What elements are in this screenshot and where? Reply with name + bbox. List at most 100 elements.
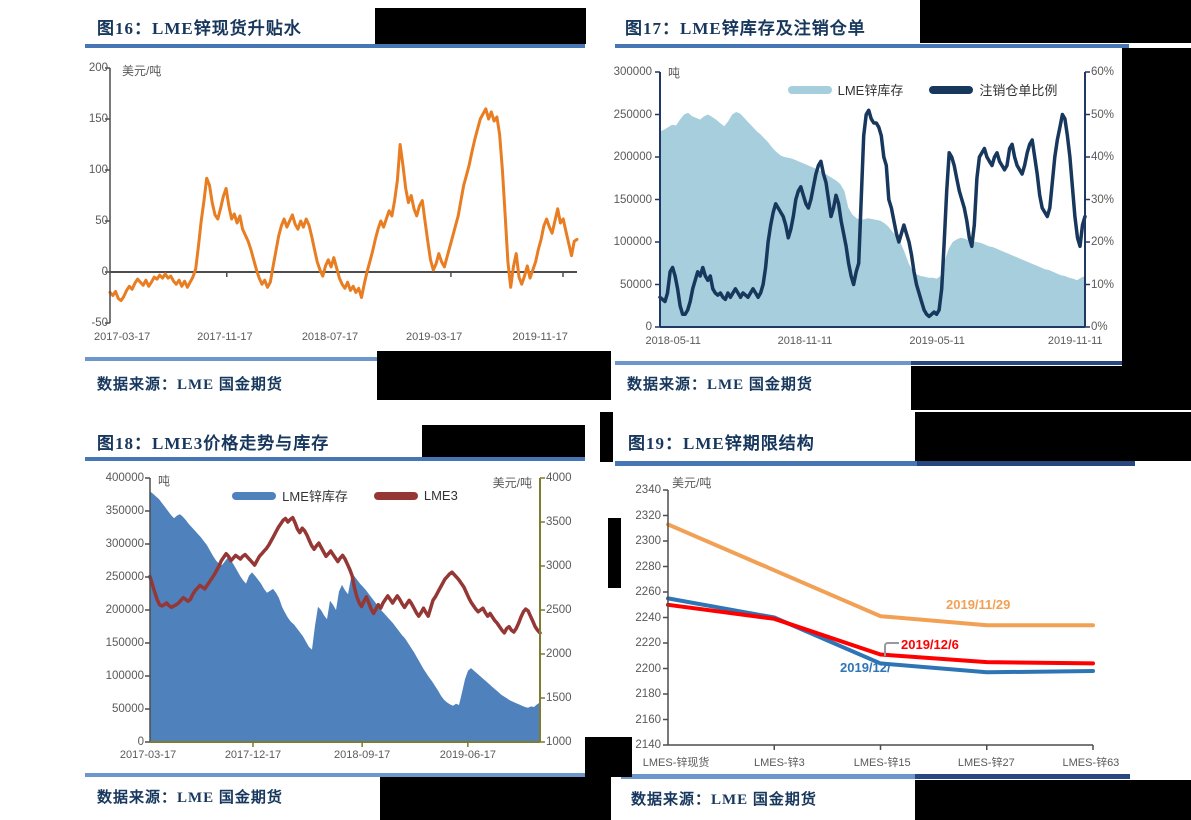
redaction-box <box>585 737 632 777</box>
y-tick-label: 400000 <box>105 472 144 484</box>
figure16-source: 数据来源：LME 国金期货 <box>97 377 283 393</box>
y-tick-label: 2220 <box>635 637 661 649</box>
figure18-source-rule <box>85 773 585 777</box>
series-date-annotation: 2019/12/6 <box>901 637 959 652</box>
x-tick-label: LMES-锌27 <box>957 757 1015 769</box>
y-tick-label: 200000 <box>613 151 652 163</box>
x-tick-label: 2019-03-17 <box>405 331 463 343</box>
y-tick-label: 40% <box>1091 151 1115 163</box>
redaction-box <box>422 425 585 457</box>
y-tick-label: 350000 <box>105 505 144 517</box>
figure16-title: 图16：LME锌现货升贴水 <box>97 19 302 38</box>
y-tick-label: 150 <box>88 113 108 125</box>
legend-label: LME3 <box>423 488 458 503</box>
figure19-annotation-callout <box>884 642 899 656</box>
x-tick-label: 2017-11-17 <box>197 331 253 343</box>
legend-item: LME3 <box>373 488 458 503</box>
area-series <box>660 112 1085 327</box>
redaction-box <box>600 412 613 462</box>
x-tick-label: 2019-11-17 <box>512 331 568 343</box>
legend-item: 注销仓单比例 <box>929 80 1057 99</box>
y-tick-label: 30% <box>1091 193 1115 206</box>
y-tick-label: 300000 <box>613 66 652 78</box>
redaction-box <box>377 351 611 400</box>
y-tick-label: 0% <box>1091 321 1108 333</box>
legend-swatch <box>232 491 277 500</box>
y-tick-label: 100000 <box>105 670 144 682</box>
redaction-box <box>380 777 611 820</box>
y-tick-label: 3500 <box>546 516 572 528</box>
y-tick-label: 3000 <box>546 560 572 572</box>
redaction-box <box>1122 48 1191 392</box>
area-series <box>150 491 540 742</box>
legend-label: LME锌库存 <box>282 489 348 504</box>
figure19-y-unit: 美元/吨 <box>672 476 712 490</box>
figure18-title-rule <box>85 457 585 461</box>
redaction-box <box>608 518 621 588</box>
series-date-annotation: 2019/11/29 <box>946 597 1011 612</box>
y-tick-label: 150000 <box>613 193 652 206</box>
legend-item: LME锌库存 <box>232 486 348 505</box>
figure19-source: 数据来源：LME 国金期货 <box>631 792 817 808</box>
figure17-y-unit: 吨 <box>668 66 681 80</box>
legend-swatch <box>929 85 974 94</box>
figure18-source: 数据来源：LME 国金期货 <box>97 790 283 806</box>
y-tick-label: 2500 <box>546 604 572 616</box>
y-tick-label: 100000 <box>613 236 652 248</box>
figure17-source-rule <box>615 361 1126 365</box>
y-tick-label: 300000 <box>105 538 144 550</box>
y-tick-label: 2160 <box>635 713 661 726</box>
figure18-y-ticks-left: 400000 350000 300000 250000 200000 150000 1000… <box>86 472 144 748</box>
line-series <box>108 107 579 303</box>
figure18-y-unit-right: 美元/吨 <box>492 476 532 490</box>
figure18-y-unit-left: 吨 <box>158 474 171 488</box>
figure19-source-rule-dark-segment <box>915 774 1130 779</box>
legend-item: LME锌库存 <box>787 80 904 99</box>
redaction-box <box>375 8 586 44</box>
y-tick-label: 2340 <box>635 484 661 496</box>
figure17-title-rule <box>615 44 1129 48</box>
figure16-y-unit: 美元/吨 <box>122 64 162 78</box>
line-series <box>666 522 1095 628</box>
figure19-title: 图19：LME锌期限结构 <box>628 434 815 453</box>
figure18-x-labels: 2017-03-17 2017-12-17 2018-09-17 2019-06-17 <box>120 749 540 763</box>
series-date-annotation: 2019/12/ <box>840 660 891 675</box>
figure19-title-rule-dark-segment <box>917 461 1135 466</box>
x-tick-label: 2019-11-11 <box>1047 335 1103 347</box>
y-tick-label: 0 <box>645 321 652 333</box>
figure17-title: 图17：LME锌库存及注销仓单 <box>625 19 866 38</box>
y-tick-label: 10% <box>1091 278 1115 291</box>
redaction-box <box>920 0 1191 43</box>
figure19-source-rule <box>621 774 1130 779</box>
x-tick-label: LMES-锌63 <box>1062 757 1120 769</box>
line-series <box>666 596 1095 675</box>
y-tick-label: 1500 <box>546 692 572 704</box>
figure16-source-rule <box>85 357 585 361</box>
figure17-source-rule-dark-segment <box>911 361 1126 365</box>
x-tick-label: 2018-11-11 <box>777 335 833 347</box>
x-tick-label: 2018-05-11 <box>645 335 701 347</box>
y-tick-label: -50 <box>91 317 108 329</box>
y-tick-label: 2320 <box>635 509 661 522</box>
x-tick-label: LMES-锌3 <box>753 757 805 769</box>
figure17-chart <box>655 71 1090 328</box>
redaction-box <box>911 366 1191 410</box>
figure18-legend: LME锌库存 LME3 <box>150 486 540 505</box>
y-tick-label: 1000 <box>546 736 572 748</box>
x-tick-label: 2017-12-17 <box>224 749 282 761</box>
x-tick-label: 2019-05-11 <box>909 335 965 347</box>
figure17-legend: LME锌库存 注销仓单比例 <box>660 80 1135 99</box>
legend-label: LME锌库存 <box>837 83 904 98</box>
y-tick-label: 20% <box>1091 236 1115 248</box>
y-tick-label: 250000 <box>613 108 652 121</box>
y-tick-label: 200 <box>88 62 108 74</box>
x-tick-label: LMES-锌现货 <box>642 757 710 769</box>
line-series <box>666 602 1095 666</box>
legend-swatch <box>373 491 418 500</box>
y-tick-label: 50000 <box>620 278 652 291</box>
y-tick-label: 2300 <box>635 535 661 547</box>
figure16-chart <box>105 67 579 324</box>
y-tick-label: 2240 <box>635 611 661 624</box>
line-series <box>658 108 1087 319</box>
figure17-x-labels: 2018-05-11 2018-11-11 2019-05-11 2019-11-11 <box>645 335 1102 349</box>
